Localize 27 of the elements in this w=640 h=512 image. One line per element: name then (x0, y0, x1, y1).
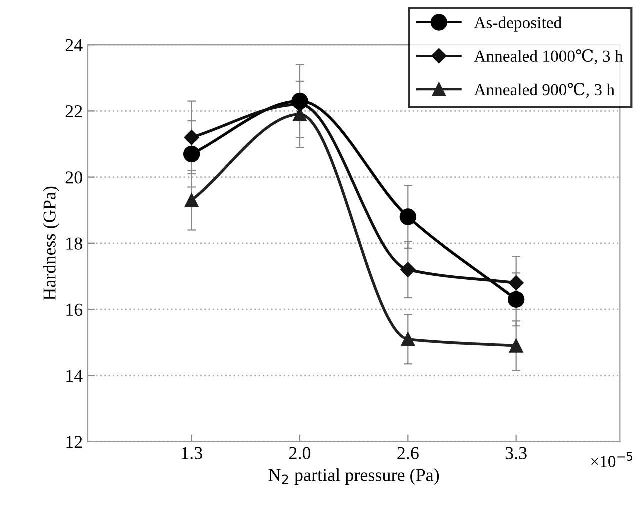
point (400, 262, 416, 278)
point (184, 146, 200, 163)
point (508, 291, 525, 308)
y-tick-label: 18 (66, 238, 82, 250)
y-tick-label: 20 (66, 172, 82, 184)
point (184, 194, 199, 208)
x-tick-label: 2.6 (398, 447, 419, 460)
point (292, 92, 308, 110)
point (401, 332, 416, 346)
x-tick-label: 1.3 (182, 447, 202, 460)
legend-label: Annealed 900℃, 3 h (474, 83, 615, 98)
point (400, 208, 416, 226)
x-tick-label: 2.0 (290, 447, 311, 460)
y-tick-label: 22 (66, 106, 82, 118)
point (508, 276, 524, 291)
y-axis-title: Hardness (GPa) (43, 186, 60, 300)
point (184, 130, 200, 146)
y-tick-label: 12 (66, 436, 82, 448)
point (509, 339, 524, 353)
x-axis-title: N$_{2}$ partial pressure (Pa) (268, 468, 440, 486)
y-tick-label: 24 (66, 39, 83, 52)
x-tick-label: 3.3 (506, 447, 527, 460)
y-tick-label: 16 (66, 304, 83, 316)
text: ×10$^{−5}$ (591, 452, 633, 468)
legend-label: Annealed 1000℃, 3 h (474, 50, 624, 64)
legend-label: As-deposited (474, 16, 562, 32)
y-tick-label: 14 (66, 370, 83, 382)
